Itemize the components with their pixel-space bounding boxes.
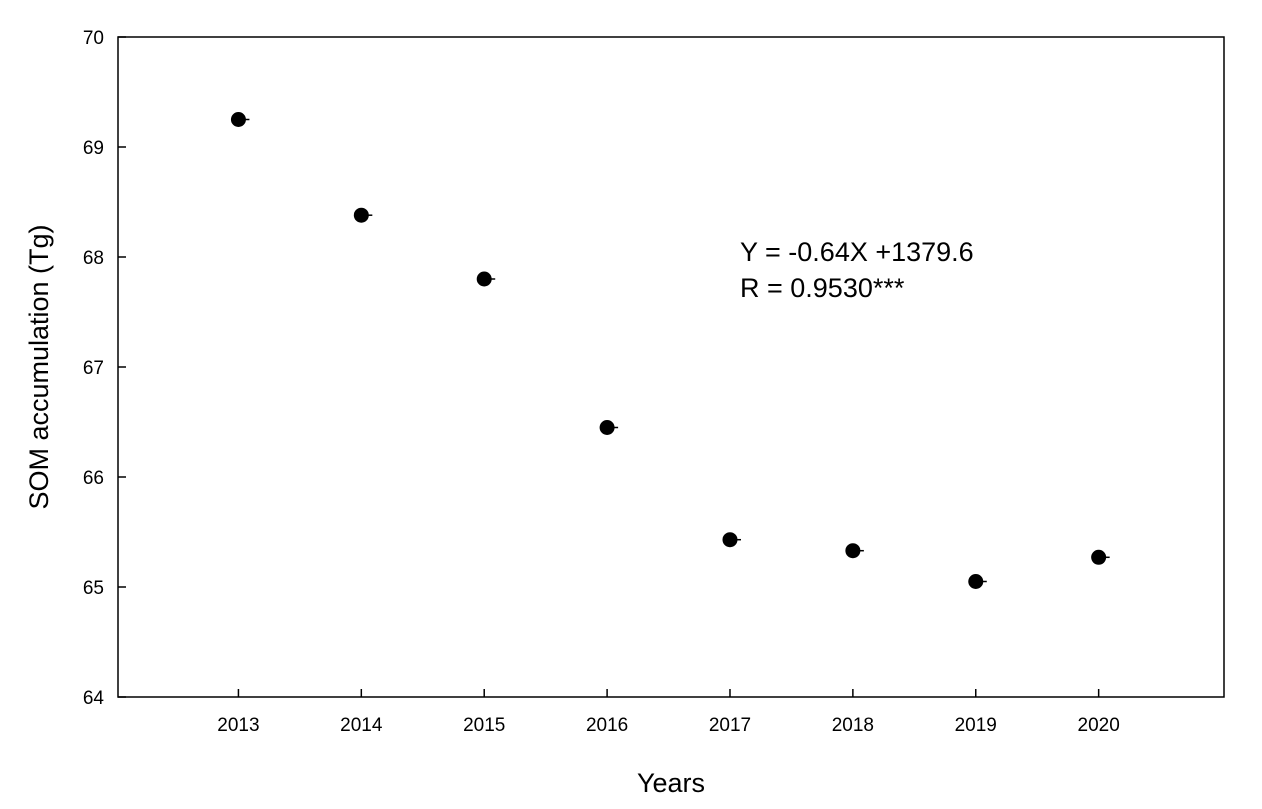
y-axis-ticks: 64 65 66 67 68 69 70 [83, 28, 126, 709]
y-tick-label: 65 [83, 578, 104, 599]
x-tick-label: 2019 [955, 715, 997, 736]
annotation-r-value: R = 0.9530*** [740, 273, 905, 303]
x-axis-ticks: 2013 2014 2015 2016 2017 2018 2019 2020 [217, 689, 1120, 736]
y-tick-label: 69 [83, 138, 104, 159]
y-tick-label: 68 [83, 248, 104, 269]
data-point [968, 574, 984, 589]
x-tick-label: 2013 [217, 715, 259, 736]
x-tick-label: 2016 [586, 715, 628, 736]
data-point [230, 112, 246, 127]
data-point [722, 532, 738, 548]
x-axis-label: Years [637, 768, 705, 798]
y-tick-label: 67 [83, 358, 104, 379]
data-points [230, 112, 1110, 589]
y-axis-label: SOM accumulation (Tg) [24, 224, 54, 509]
y-tick-label: 64 [83, 688, 105, 709]
x-tick-label: 2015 [463, 715, 505, 736]
x-tick-label: 2018 [832, 715, 874, 736]
data-point [599, 420, 615, 435]
plot-frame [117, 36, 1225, 698]
x-tick-label: 2017 [709, 715, 751, 736]
y-tick-label: 70 [83, 28, 104, 49]
annotation-equation: Y = -0.64X +1379.6 [740, 237, 974, 267]
data-point [845, 543, 861, 559]
data-point [476, 271, 492, 287]
x-tick-label: 2014 [340, 715, 383, 736]
data-point [353, 207, 369, 223]
x-tick-label: 2020 [1078, 715, 1120, 736]
data-point [1091, 549, 1107, 565]
y-tick-label: 66 [83, 468, 104, 489]
